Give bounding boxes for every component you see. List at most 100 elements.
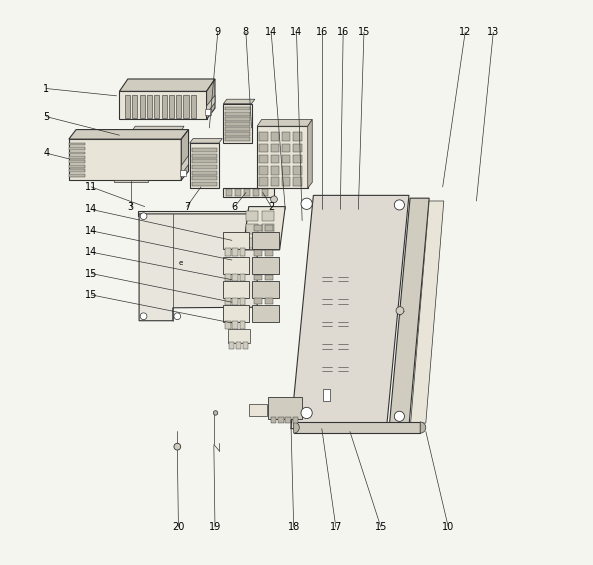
Polygon shape xyxy=(181,129,189,180)
Polygon shape xyxy=(224,104,251,143)
Bar xyxy=(232,273,238,281)
Polygon shape xyxy=(181,155,189,175)
Text: 9: 9 xyxy=(215,27,221,37)
Bar xyxy=(246,224,259,234)
Bar xyxy=(225,321,231,329)
Text: 3: 3 xyxy=(127,202,133,212)
Bar xyxy=(270,418,276,423)
Text: 15: 15 xyxy=(85,268,97,279)
Circle shape xyxy=(394,411,404,421)
Bar xyxy=(69,174,85,177)
Bar xyxy=(147,95,152,118)
Circle shape xyxy=(140,213,147,220)
Polygon shape xyxy=(69,129,189,139)
Bar xyxy=(69,156,85,159)
Polygon shape xyxy=(69,139,181,180)
Bar xyxy=(176,95,181,118)
Bar xyxy=(269,397,302,419)
Bar xyxy=(246,237,259,247)
Text: 11: 11 xyxy=(85,182,97,192)
Bar xyxy=(244,189,250,196)
Bar xyxy=(139,95,145,118)
Bar xyxy=(259,144,268,152)
Bar xyxy=(69,165,85,168)
Bar xyxy=(229,342,234,349)
Bar xyxy=(243,342,248,349)
Bar xyxy=(259,177,268,186)
Text: 6: 6 xyxy=(232,202,238,212)
Text: 14: 14 xyxy=(265,27,278,37)
Bar xyxy=(225,132,250,136)
Bar xyxy=(225,127,250,131)
Polygon shape xyxy=(257,126,308,188)
Text: 14: 14 xyxy=(85,205,97,214)
Bar xyxy=(192,182,216,186)
Bar xyxy=(265,275,273,280)
Text: e: e xyxy=(179,260,183,266)
Text: 16: 16 xyxy=(337,27,349,37)
Bar xyxy=(192,171,216,175)
Circle shape xyxy=(174,313,181,320)
Text: 2: 2 xyxy=(268,202,275,212)
Bar xyxy=(254,275,262,280)
Bar xyxy=(225,137,250,141)
Bar xyxy=(270,166,279,175)
Bar xyxy=(192,154,216,158)
Bar xyxy=(191,95,196,118)
Bar xyxy=(254,298,262,304)
Bar xyxy=(259,166,268,175)
Text: 12: 12 xyxy=(459,27,471,37)
Bar xyxy=(224,281,248,298)
Bar xyxy=(69,160,85,163)
Bar xyxy=(224,232,248,249)
Bar xyxy=(251,232,279,249)
Bar xyxy=(293,144,302,152)
Bar xyxy=(270,132,279,141)
Text: 7: 7 xyxy=(184,202,190,212)
Bar xyxy=(224,305,248,322)
Bar xyxy=(270,177,279,186)
Polygon shape xyxy=(224,188,274,197)
Polygon shape xyxy=(389,198,429,427)
Polygon shape xyxy=(294,422,420,433)
Text: 10: 10 xyxy=(442,522,454,532)
Bar xyxy=(154,95,160,118)
Bar xyxy=(270,155,279,163)
Bar xyxy=(262,237,274,247)
Bar xyxy=(293,132,302,141)
Circle shape xyxy=(213,411,218,415)
Bar xyxy=(270,144,279,152)
Bar xyxy=(232,298,238,305)
Polygon shape xyxy=(114,180,148,182)
Bar xyxy=(225,122,250,125)
Bar xyxy=(232,321,238,329)
Bar xyxy=(259,155,268,163)
Bar xyxy=(282,177,291,186)
Polygon shape xyxy=(205,110,211,115)
Circle shape xyxy=(140,313,147,320)
Bar xyxy=(240,273,246,281)
Bar xyxy=(132,95,138,118)
Bar xyxy=(192,148,216,152)
Bar xyxy=(225,107,250,111)
Bar xyxy=(69,151,85,154)
Bar xyxy=(248,404,267,416)
Bar xyxy=(293,155,302,163)
Bar xyxy=(192,165,216,169)
Bar xyxy=(262,189,269,196)
Text: 20: 20 xyxy=(172,522,184,532)
Bar xyxy=(225,117,250,120)
Polygon shape xyxy=(410,201,444,423)
Bar xyxy=(265,225,273,231)
Text: 15: 15 xyxy=(375,522,387,532)
Bar xyxy=(161,95,167,118)
Circle shape xyxy=(270,196,278,203)
Bar xyxy=(132,131,181,135)
Text: 14: 14 xyxy=(85,226,97,236)
Text: 16: 16 xyxy=(315,27,328,37)
Bar xyxy=(265,250,273,256)
Bar xyxy=(183,95,189,118)
Polygon shape xyxy=(190,143,219,188)
Bar xyxy=(293,166,302,175)
Bar xyxy=(228,329,250,342)
